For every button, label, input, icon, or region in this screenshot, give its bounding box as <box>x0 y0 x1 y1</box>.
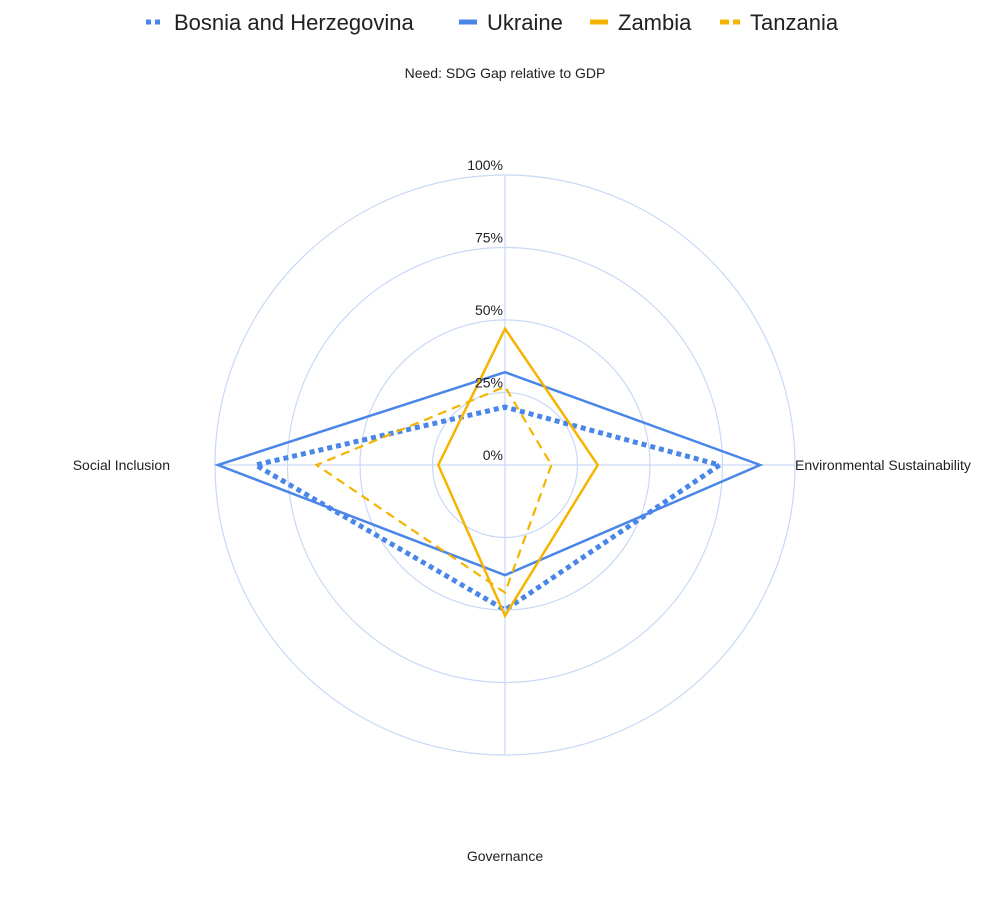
radar-series <box>214 326 764 619</box>
radar-grid <box>214 174 796 756</box>
series-zambia[interactable] <box>436 326 600 619</box>
legend-label-ukraine: Ukraine <box>487 10 563 35</box>
legend-item-zambia[interactable]: Zambia <box>590 10 692 35</box>
legend-item-tanzania[interactable]: Tanzania <box>720 10 839 35</box>
legend-item-ukraine[interactable]: Ukraine <box>459 10 563 35</box>
series-ukraine[interactable] <box>214 370 764 577</box>
tick-label-1: 25% <box>475 375 503 391</box>
legend-item-bosnia[interactable]: Bosnia and Herzegovina <box>146 10 414 35</box>
tick-label-2: 50% <box>475 302 503 318</box>
legend: Bosnia and Herzegovina Ukraine Zambia Ta… <box>146 10 839 35</box>
axis-label-governance: Governance <box>467 848 543 864</box>
tick-label-4: 100% <box>467 157 503 173</box>
series-tanzania[interactable] <box>314 385 553 595</box>
radial-tick-labels: 0% 25% 50% 75% 100% <box>467 157 503 463</box>
axis-label-environmental-sustainability: Environmental Sustainability <box>795 457 971 473</box>
legend-label-zambia: Zambia <box>618 10 692 35</box>
chart-subtitle: Need: SDG Gap relative to GDP <box>405 65 606 81</box>
tick-label-0: 0% <box>483 447 503 463</box>
legend-label-bosnia: Bosnia and Herzegovina <box>174 10 414 35</box>
legend-label-tanzania: Tanzania <box>750 10 839 35</box>
tick-label-3: 75% <box>475 230 503 246</box>
axis-label-social-inclusion: Social Inclusion <box>73 457 170 473</box>
series-bosnia-and-herzegovina[interactable] <box>248 404 726 613</box>
